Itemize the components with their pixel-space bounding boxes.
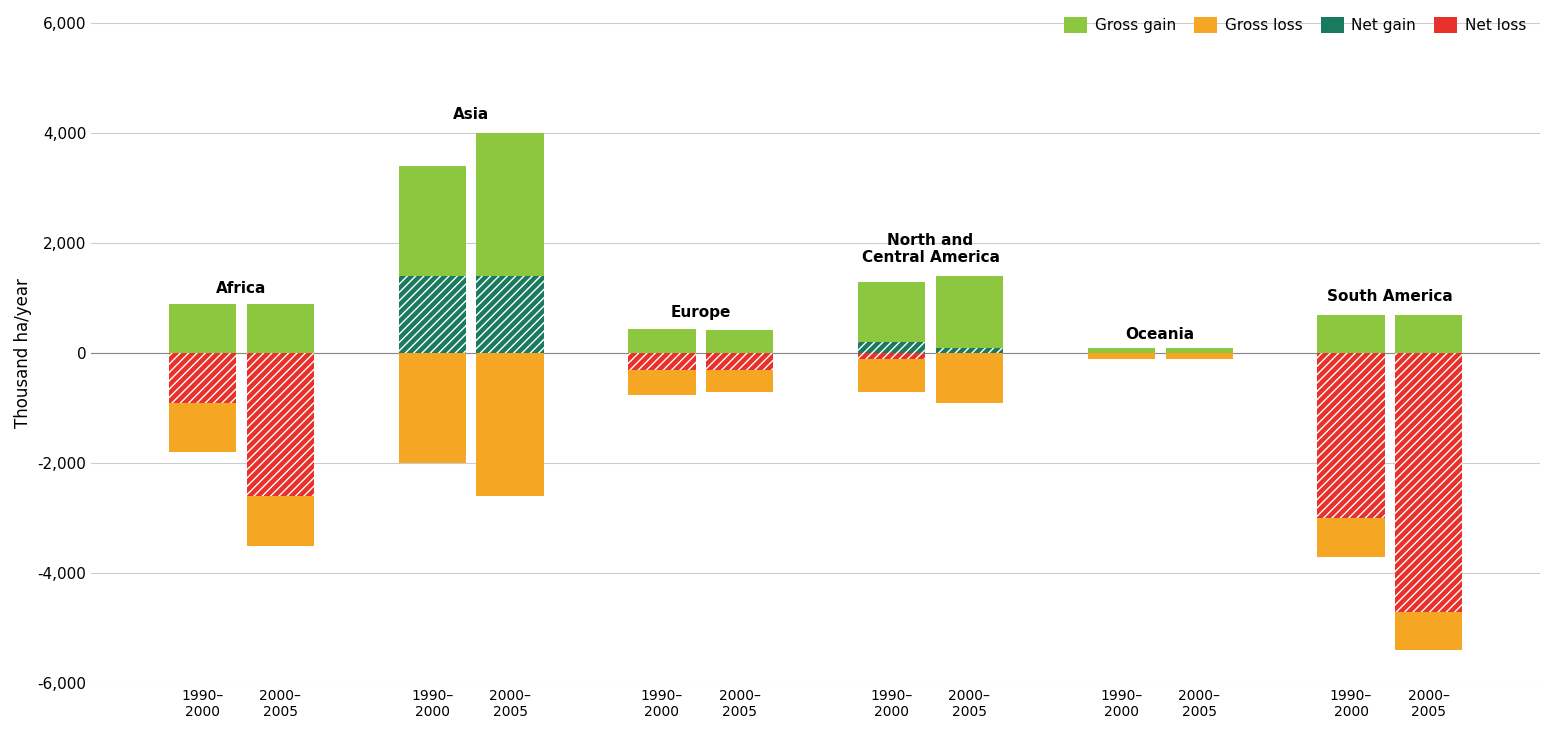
Bar bbox=[399, 353, 466, 463]
Bar bbox=[706, 353, 774, 369]
Text: South America: South America bbox=[1327, 289, 1453, 303]
Bar bbox=[628, 353, 696, 394]
Bar bbox=[628, 353, 696, 369]
Bar bbox=[247, 353, 314, 496]
Bar bbox=[399, 166, 466, 353]
Bar bbox=[1166, 347, 1232, 353]
Bar bbox=[247, 353, 314, 496]
Bar bbox=[169, 303, 236, 353]
Bar bbox=[936, 276, 1002, 353]
Bar bbox=[1318, 353, 1385, 518]
Bar bbox=[169, 353, 236, 402]
Bar bbox=[858, 353, 925, 391]
Text: Europe: Europe bbox=[671, 305, 730, 320]
Bar bbox=[1318, 353, 1385, 518]
Bar bbox=[1318, 314, 1385, 353]
Y-axis label: Thousand ha/year: Thousand ha/year bbox=[14, 279, 33, 428]
Bar bbox=[1395, 353, 1462, 612]
Bar bbox=[1395, 353, 1462, 650]
Bar bbox=[169, 353, 236, 402]
Text: Asia: Asia bbox=[454, 107, 490, 122]
Bar bbox=[477, 133, 544, 353]
Bar bbox=[858, 353, 925, 358]
Bar bbox=[247, 353, 314, 546]
Bar bbox=[706, 353, 774, 369]
Bar bbox=[936, 347, 1002, 353]
Bar bbox=[858, 342, 925, 353]
Bar bbox=[1318, 353, 1385, 557]
Legend: Gross gain, Gross loss, Net gain, Net loss: Gross gain, Gross loss, Net gain, Net lo… bbox=[1058, 11, 1532, 40]
Bar bbox=[477, 276, 544, 353]
Bar bbox=[399, 276, 466, 353]
Text: North and
Central America: North and Central America bbox=[861, 233, 999, 265]
Bar bbox=[1166, 353, 1232, 358]
Bar bbox=[706, 330, 774, 353]
Bar bbox=[858, 281, 925, 353]
Bar bbox=[628, 353, 696, 369]
Bar bbox=[399, 276, 466, 353]
Bar bbox=[1088, 353, 1155, 358]
Bar bbox=[706, 353, 774, 391]
Bar bbox=[1395, 314, 1462, 353]
Bar bbox=[1395, 353, 1462, 612]
Bar bbox=[628, 328, 696, 353]
Text: Africa: Africa bbox=[216, 281, 267, 295]
Bar bbox=[936, 347, 1002, 353]
Text: Oceania: Oceania bbox=[1125, 327, 1195, 342]
Bar bbox=[858, 342, 925, 353]
Bar bbox=[169, 353, 236, 452]
Bar bbox=[858, 353, 925, 358]
Bar bbox=[247, 303, 314, 353]
Bar bbox=[936, 353, 1002, 402]
Bar bbox=[477, 353, 544, 496]
Bar bbox=[477, 276, 544, 353]
Bar bbox=[1088, 347, 1155, 353]
